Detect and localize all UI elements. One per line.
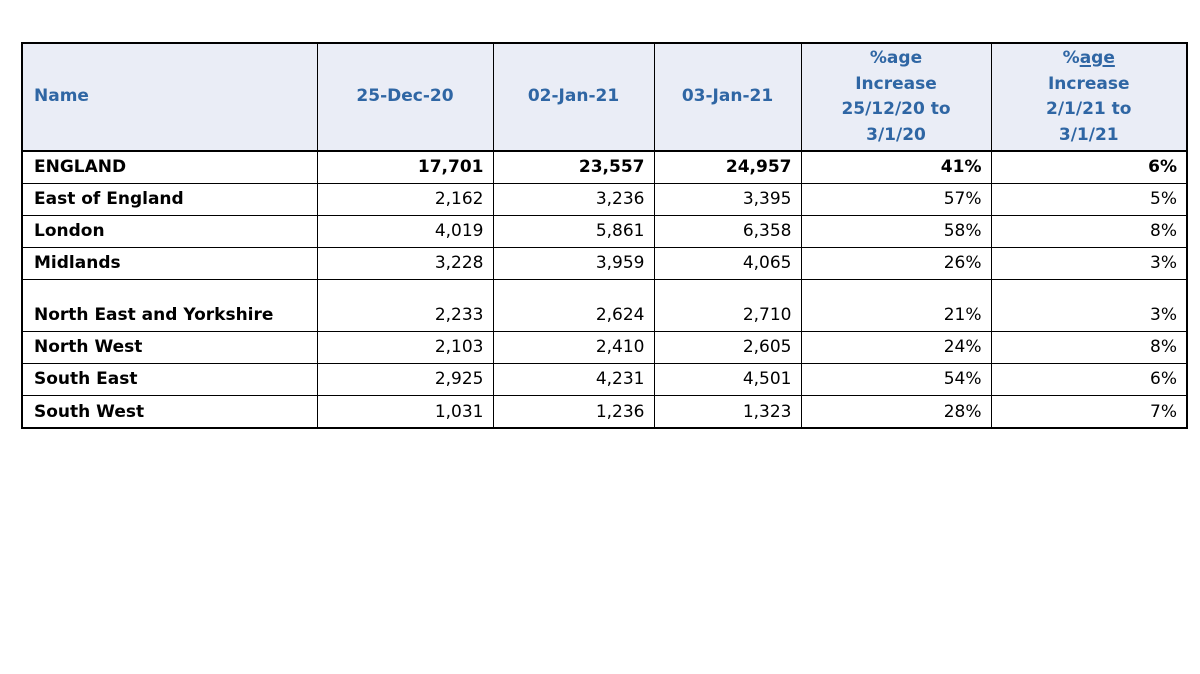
row-name-cell: ENGLAND: [21, 150, 318, 184]
value-cell: 17,701: [316, 150, 494, 184]
value-cell: 58%: [800, 214, 992, 248]
table-header: Name 25-Dec-20 02-Jan-21 03-Jan-21 %age …: [21, 42, 1188, 152]
value-cell: 5,861: [492, 214, 655, 248]
value-cell: 2,103: [316, 330, 494, 364]
value-cell: 1,323: [653, 394, 802, 429]
value-cell: 7%: [990, 394, 1188, 429]
value-cell: 41%: [800, 150, 992, 184]
value-cell: 8%: [990, 214, 1188, 248]
table-body: ENGLAND 17,701 23,557 24,957 41% 6% East…: [21, 150, 1188, 429]
table-row-england: ENGLAND 17,701 23,557 24,957 41% 6%: [21, 150, 1188, 184]
row-name-cell: London: [21, 214, 318, 248]
value-cell: 4,065: [653, 246, 802, 280]
value-cell: 4,501: [653, 362, 802, 396]
row-name-cell: South West: [21, 394, 318, 429]
table-row-london: London 4,019 5,861 6,358 58% 8%: [21, 214, 1188, 248]
header-row: Name 25-Dec-20 02-Jan-21 03-Jan-21 %age …: [21, 42, 1188, 152]
row-name-cell: East of England: [21, 182, 318, 216]
table-row-midlands: Midlands 3,228 3,959 4,065 26% 3%: [21, 246, 1188, 280]
value-cell: 28%: [800, 394, 992, 429]
value-cell: 2,162: [316, 182, 494, 216]
value-cell: 2,710: [653, 278, 802, 332]
value-cell: 8%: [990, 330, 1188, 364]
table-row-north-west: North West 2,103 2,410 2,605 24% 8%: [21, 330, 1188, 364]
value-cell: 6,358: [653, 214, 802, 248]
value-cell: 6%: [990, 150, 1188, 184]
value-cell: 3,228: [316, 246, 494, 280]
column-header-02-jan-21: 02-Jan-21: [492, 42, 655, 152]
table-row-south-east: South East 2,925 4,231 4,501 54% 6%: [21, 362, 1188, 396]
value-cell: 21%: [800, 278, 992, 332]
value-cell: 4,231: [492, 362, 655, 396]
value-cell: 4,019: [316, 214, 494, 248]
value-cell: 5%: [990, 182, 1188, 216]
value-cell: 3%: [990, 278, 1188, 332]
pct-sign: %: [1062, 48, 1080, 68]
table-row-east-of-england: East of England 2,162 3,236 3,395 57% 5%: [21, 182, 1188, 216]
value-cell: 1,031: [316, 394, 494, 429]
value-cell: 1,236: [492, 394, 655, 429]
pct-header-rest: Increase 2/1/21 to 3/1/21: [1046, 73, 1132, 145]
value-cell: 3%: [990, 246, 1188, 280]
column-header-25-dec-20: 25-Dec-20: [316, 42, 494, 152]
value-cell: 2,605: [653, 330, 802, 364]
value-cell: 3,395: [653, 182, 802, 216]
regional-data-table-container: Name 25-Dec-20 02-Jan-21 03-Jan-21 %age …: [21, 42, 1188, 429]
value-cell: 26%: [800, 246, 992, 280]
value-cell: 2,410: [492, 330, 655, 364]
value-cell: 6%: [990, 362, 1188, 396]
value-cell: 2,624: [492, 278, 655, 332]
column-header-pct-increase-1: %age Increase 25/12/20 to 3/1/20: [800, 42, 992, 152]
row-name-cell: North West: [21, 330, 318, 364]
column-header-pct-increase-2: %age Increase 2/1/21 to 3/1/21: [990, 42, 1188, 152]
value-cell: 24,957: [653, 150, 802, 184]
column-header-03-jan-21: 03-Jan-21: [653, 42, 802, 152]
value-cell: 2,925: [316, 362, 494, 396]
regional-data-table: Name 25-Dec-20 02-Jan-21 03-Jan-21 %age …: [21, 42, 1188, 429]
table-row-south-west: South West 1,031 1,236 1,323 28% 7%: [21, 394, 1188, 429]
table-row-north-east-and-yorkshire: North East and Yorkshire 2,233 2,624 2,7…: [21, 278, 1188, 332]
value-cell: 23,557: [492, 150, 655, 184]
row-name-cell: Midlands: [21, 246, 318, 280]
row-name-cell: South East: [21, 362, 318, 396]
value-cell: 3,959: [492, 246, 655, 280]
value-cell: 57%: [800, 182, 992, 216]
column-header-name: Name: [21, 42, 318, 152]
value-cell: 2,233: [316, 278, 494, 332]
value-cell: 3,236: [492, 182, 655, 216]
value-cell: 54%: [800, 362, 992, 396]
underlined-age-text: age: [1079, 48, 1115, 68]
value-cell: 24%: [800, 330, 992, 364]
row-name-cell: North East and Yorkshire: [21, 278, 318, 332]
